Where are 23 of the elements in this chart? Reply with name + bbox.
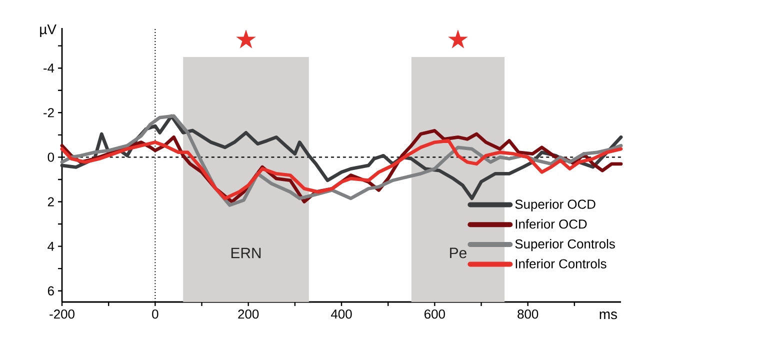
y-tick-label: 2 (48, 197, 54, 206)
x-tick-label: 800 (518, 310, 538, 319)
y-tick-label: -2 (44, 108, 54, 118)
annotation: ★ (236, 30, 256, 48)
x-tick-label: 0 (152, 310, 158, 319)
y-tick-label: -4 (44, 64, 54, 73)
legend-label: Inferior Controls (516, 258, 606, 268)
annotation: ★ (448, 30, 468, 48)
y-tick-label: 0 (48, 152, 54, 162)
x-tick-label: 400 (331, 310, 352, 319)
x-tick-label: 200 (238, 310, 259, 319)
y-tick-label: 6 (48, 286, 54, 296)
y-axis-title: µV (40, 24, 56, 37)
legend-label: Inferior OCD (516, 219, 587, 229)
band-label: ERN (231, 248, 261, 258)
x-tick-label: 600 (424, 310, 445, 319)
y-tick-label: 4 (48, 242, 54, 251)
legend-label: Superior Controls (515, 239, 615, 252)
legend-label: Superior OCD (515, 199, 596, 212)
x-tick-label: -200 (50, 310, 74, 319)
x-axis-title: ms (600, 312, 617, 320)
band-label: Pe (450, 248, 466, 258)
line-series (60, 139, 623, 200)
